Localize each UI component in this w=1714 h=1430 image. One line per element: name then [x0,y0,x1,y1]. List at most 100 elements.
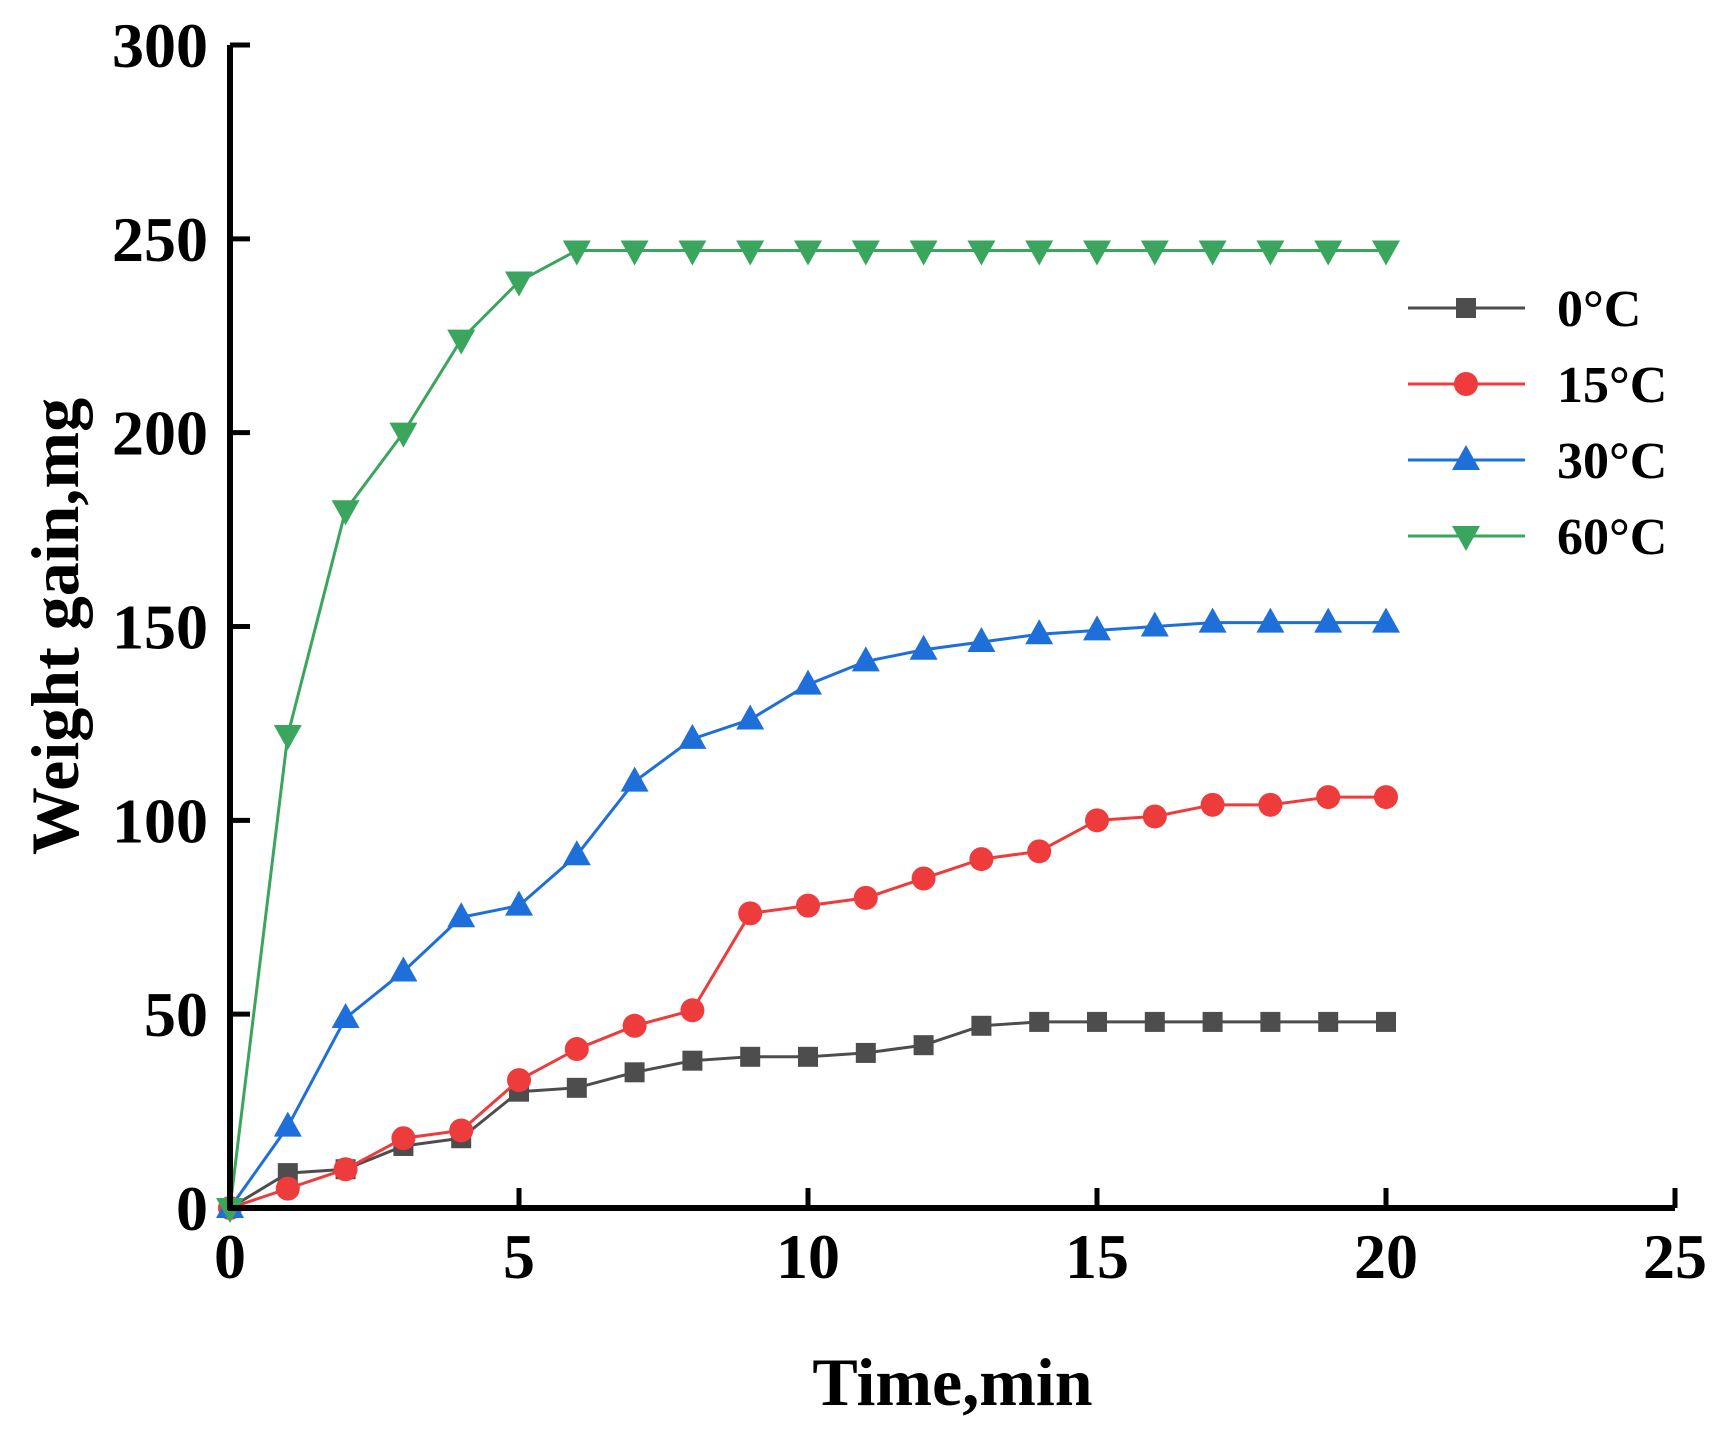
x-axis-title: Time,min [812,1344,1092,1420]
series-3-point-6 [562,240,591,266]
series-2-point-17 [1198,607,1227,633]
series-3-point-8 [678,240,707,266]
series-2-point-3 [389,956,418,982]
legend-item-2: 30°C [1408,433,1667,490]
legend-label-3: 60°C [1557,509,1667,566]
series-0-point-9 [740,1046,761,1067]
series-2-point-13 [967,627,996,653]
legend: 0°C 15°C 30°C 60°C [1408,281,1667,566]
y-tick-label-0: 0 [176,1173,208,1244]
series-0-point-12 [913,1035,934,1056]
series-2-point-11 [851,646,880,672]
series-1-point-19 [1316,785,1341,810]
series-1-point-14 [1027,839,1052,864]
series-0-point-17 [1202,1011,1223,1032]
series-0-point-19 [1318,1011,1339,1032]
series-2-point-18 [1256,607,1285,633]
y-tick-label-2: 100 [112,785,208,856]
y-tick-label-1: 50 [144,979,208,1050]
series-2-point-12 [909,634,938,660]
series-3-point-16 [1140,240,1169,266]
series-1-point-11 [853,885,878,910]
series-3-point-1 [273,725,302,751]
series-1-point-5 [507,1068,531,1093]
series-2-point-14 [1025,619,1054,645]
series-3-point-13 [967,240,996,266]
series-2-point-10 [794,669,822,695]
series-1-point-9 [738,901,763,926]
series-3-point-19 [1314,240,1343,266]
series-1-point-1 [275,1176,300,1201]
series-0-point-6 [566,1077,587,1098]
series-3-point-14 [1025,240,1054,266]
series-1-point-10 [796,893,820,918]
series-1-point-12 [911,866,936,891]
y-axis-title: Weight gain,mg [17,398,93,855]
series-2-point-7 [620,766,649,792]
legend-label-0: 0°C [1557,281,1641,338]
series-1-point-8 [680,998,705,1023]
series-1-point-4 [449,1118,474,1143]
series-3-point-18 [1256,240,1285,266]
series-0 [220,1011,1396,1218]
series-3-point-20 [1372,240,1400,266]
series-2-point-15 [1083,615,1111,641]
series-0-point-16 [1144,1011,1165,1032]
series-1-point-6 [564,1037,589,1062]
legend-label-1: 15°C [1557,357,1667,414]
x-tick-label-3: 15 [1065,1221,1129,1292]
axes-layer: 0 50 100 150 200 250 300 0 5 10 15 20 25 [112,10,1707,1292]
series-3-point-12 [909,240,938,266]
legend-marker-3 [1452,526,1480,551]
series-3-point-3 [389,422,418,448]
legend-item-0: 0°C [1408,281,1641,338]
series-2-point-5 [505,890,533,916]
series-0-point-10 [798,1046,818,1067]
series-2-point-20 [1372,607,1400,633]
series-2-point-2 [331,1003,360,1029]
series-0-point-8 [682,1050,703,1071]
series-1-point-15 [1085,808,1109,833]
x-tick-label-4: 20 [1354,1221,1418,1292]
series-2-point-19 [1314,607,1343,633]
legend-marker-2 [1452,445,1480,470]
y-tick-label-6: 300 [112,10,208,81]
series-3-point-5 [505,271,533,297]
series-2-point-8 [678,723,707,749]
x-tick-label-5: 25 [1643,1221,1707,1292]
series-3-point-15 [1083,240,1111,266]
series-3 [216,240,1400,1223]
legend-marker-1 [1454,372,1478,396]
series-0-point-20 [1376,1011,1396,1032]
series-2-point-16 [1140,611,1169,637]
series-3-point-4 [447,329,476,355]
legend-item-1: 15°C [1408,357,1667,414]
series-3-point-7 [620,240,649,266]
x-tick-label-0: 0 [214,1221,246,1292]
series-1-point-18 [1258,792,1283,817]
series-3-point-10 [794,240,822,266]
series-layer [216,240,1400,1223]
series-0-point-14 [1029,1011,1050,1032]
legend-item-3: 60°C [1408,509,1667,566]
series-2-point-4 [447,902,476,928]
series-2-point-1 [273,1111,302,1137]
series-3-point-2 [331,500,360,526]
series-1-point-20 [1374,785,1398,810]
series-2-point-9 [736,704,765,730]
series-3-point-9 [736,240,765,266]
x-tick-label-2: 10 [776,1221,840,1292]
series-0-point-7 [624,1062,645,1083]
y-tick-label-3: 150 [112,592,208,663]
series-3-point-17 [1198,240,1227,266]
series-0-point-18 [1260,1011,1281,1032]
series-1-point-17 [1200,792,1225,817]
y-tick-label-5: 250 [112,204,208,275]
series-0-point-11 [855,1042,876,1063]
series-3-point-11 [851,240,880,266]
legend-marker-0 [1456,298,1476,318]
legend-label-2: 30°C [1557,433,1667,490]
series-2 [216,607,1400,1218]
series-1-point-7 [622,1013,647,1038]
